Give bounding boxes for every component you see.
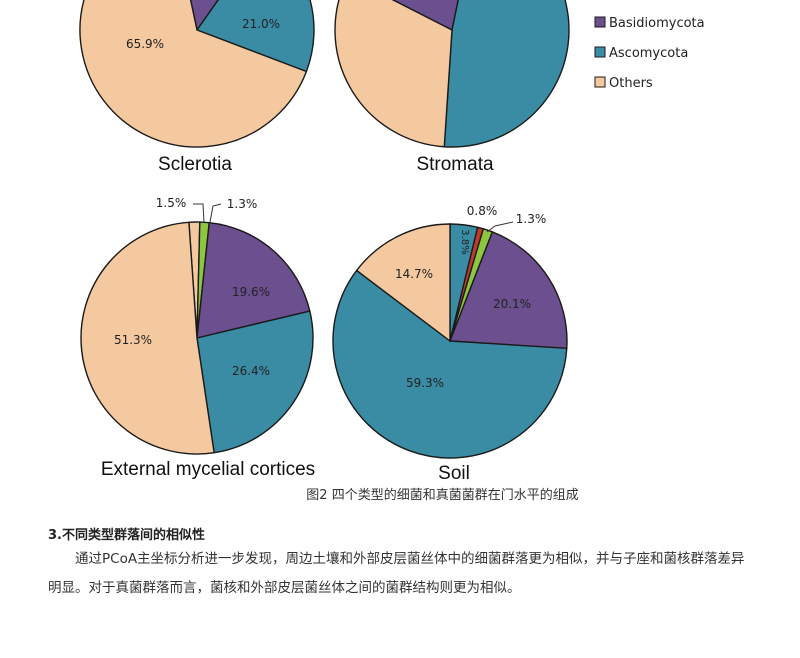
pie-slice-ascomycota-2	[195, 0, 315, 73]
slice-label-3: 65.9%	[126, 37, 164, 51]
pie-slice-others-4	[80, 221, 215, 455]
slice-label-4: 51.3%	[114, 333, 152, 347]
slice-outer-label-2: 1.3%	[516, 212, 547, 226]
slice-label-5: 14.7%	[395, 267, 433, 281]
legend: Chytridiomycota Basidiomycota Ascomycota Ot…	[594, 0, 716, 91]
slice-outer-label-1: 0.8%	[467, 204, 498, 218]
legend-label-2: Ascomycota	[609, 46, 688, 61]
body-paragraph: 通过PCoA主坐标分析进一步发现，周边土壤和外部皮层菌丝体中的细菌群落更为相似，…	[48, 551, 745, 596]
slice-label-3: 26.4%	[232, 364, 270, 378]
chart-title-2: External mycelial cortices	[101, 459, 315, 480]
pie-chart-3: 0.8% 1.3% 20.1% 59.3% 14.7% 3.8% Soil	[332, 204, 568, 480]
pie-slice-basidiomycota-1	[189, 0, 219, 32]
pie-slice-ascomycota-2	[443, 0, 570, 148]
slice-label-2: 19.6%	[232, 285, 270, 299]
chart-title-3: Soil	[438, 463, 470, 480]
pie-slice-basidiomycota-3	[449, 231, 568, 350]
slice-outer-label-1: 1.3%	[227, 197, 258, 211]
legend-label-3: Others	[609, 76, 653, 91]
pie-slice-others-3	[79, 0, 308, 148]
legend-swatch-3	[594, 76, 606, 88]
pie-slice-others-5	[355, 223, 451, 343]
slice-label-vertical: 3.8%	[459, 229, 470, 254]
slice-label-2: 21.0%	[242, 17, 280, 31]
slice-label-3: 20.1%	[493, 297, 531, 311]
chart-title-0: Sclerotia	[158, 154, 232, 175]
pie-slice-basidiomycota-1	[391, 0, 459, 32]
leader-line-0	[193, 203, 205, 223]
slice-label-4: 59.3%	[406, 376, 444, 390]
legend-swatch-1	[594, 16, 606, 28]
chart-title-1: Stromata	[416, 154, 494, 175]
leader-line-2	[486, 221, 514, 233]
leader-line-1	[209, 203, 222, 223]
pie-chart-2: 1.5% 1.3% 19.6% 26.4% 51.3% External mycelial…	[80, 196, 315, 480]
section-heading: 3.不同类型群落间的相似性	[48, 528, 205, 543]
slice-outer-label-0: 1.5%	[156, 196, 187, 210]
pie-slice-ascomycota-4	[332, 269, 568, 459]
pie-slice-others-3	[334, 0, 453, 148]
legend-label-1: Basidiomycota	[609, 16, 705, 31]
pie-slice-ascomycota-3	[196, 310, 314, 454]
legend-swatch-2	[594, 46, 606, 58]
pie-chart-1: 19.8%Stromata	[334, 0, 570, 175]
figure-caption: 图2 四个类型的细菌和真菌菌群在门水平的组成	[306, 488, 579, 503]
pie-chart-0: 21.0% 65.9% Sclerotia	[79, 0, 315, 175]
pie-slice-basidiomycota-2	[196, 221, 311, 339]
pie-chart-figure: 21.0% 65.9% Sclerotia 19.8%Stromata 1.5% 1.3%…	[79, 0, 716, 480]
legend-label-0: Chytridiomycota	[609, 0, 716, 1]
